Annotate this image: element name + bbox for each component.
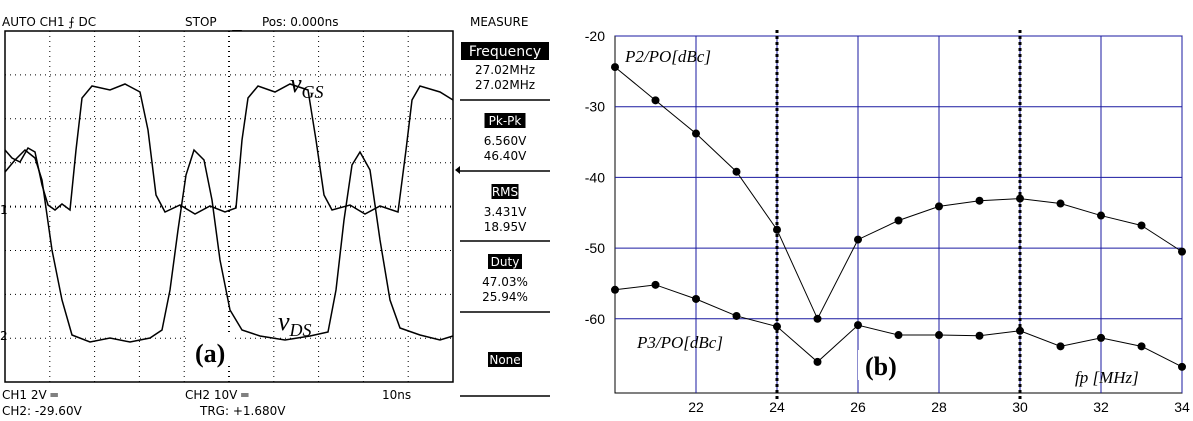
panel-label: (a)	[195, 339, 225, 368]
y-tick-label: -20	[585, 28, 605, 44]
data-point	[976, 197, 984, 205]
scope-state: STOP	[185, 15, 217, 29]
ch1-scale: CH1 2V ═	[2, 388, 59, 402]
data-point	[692, 295, 700, 303]
oscilloscope: AUTO CH1 ⨍ DC STOP Pos: 0.000ns 1 2 vGS …	[0, 15, 550, 418]
scope-position: Pos: 0.000ns	[262, 15, 338, 29]
data-point	[692, 130, 700, 138]
data-point	[895, 217, 903, 225]
y-tick-label: -60	[585, 311, 605, 327]
data-point	[854, 321, 862, 329]
measure-reading: 6.560V	[484, 134, 527, 148]
ch2-scale: CH2 10V ═	[185, 388, 249, 402]
data-point	[773, 323, 781, 331]
page: AUTO CH1 ⨍ DC STOP Pos: 0.000ns 1 2 vGS …	[0, 0, 1193, 421]
x-tick-label: 28	[931, 399, 947, 415]
data-point	[1138, 221, 1146, 229]
timebase: 10ns	[382, 388, 411, 402]
series-label: P2/PO[dBc]	[624, 47, 711, 66]
chart: 22 24 26 28 30 32 34 -20 -30 -40 -50 -60 P2/PO[dBc] P…	[585, 28, 1190, 415]
measure-name: None	[489, 353, 520, 367]
data-point	[1057, 342, 1065, 350]
data-point	[733, 312, 741, 320]
data-point	[1016, 327, 1024, 335]
measure-reading: 27.02MHz	[475, 78, 535, 92]
measure-reading: 47.03%	[482, 275, 528, 289]
x-tick-label: 30	[1012, 399, 1028, 415]
level-marker	[455, 166, 460, 174]
data-point	[652, 281, 660, 289]
annotation: (b)	[865, 352, 897, 381]
data-point	[854, 236, 862, 244]
trigger-level: TRG: +1.680V	[199, 404, 286, 418]
data-point	[1016, 195, 1024, 203]
measure-reading: 27.02MHz	[475, 63, 535, 77]
x-tick-label: 24	[769, 399, 785, 415]
ch1-marker: 1	[0, 203, 8, 217]
data-point	[814, 315, 822, 323]
data-point	[895, 331, 903, 339]
ch2-marker: 2	[0, 329, 8, 343]
measure-name: RMS	[492, 185, 518, 199]
x-tick-label: 26	[850, 399, 866, 415]
x-axis-label: fp [MHz]	[1075, 368, 1139, 387]
y-tick-label: -30	[585, 99, 605, 115]
vds-symbol: v	[278, 307, 290, 336]
y-tick-label: -40	[585, 169, 605, 185]
y-tick-label: -50	[585, 240, 605, 256]
data-point	[1097, 212, 1105, 220]
measure-reading: 18.95V	[484, 220, 527, 234]
vgs-subscript: GS	[302, 82, 324, 102]
ch2-offset: CH2: -29.60V	[2, 404, 83, 418]
series-label: P3/PO[dBc]	[636, 333, 723, 352]
measure-name: Frequency	[469, 44, 541, 60]
data-point	[733, 168, 741, 176]
data-point	[611, 286, 619, 294]
vds-subscript: DS	[289, 320, 312, 340]
measure-reading: 25.94%	[482, 290, 528, 304]
measure-title: MEASURE	[470, 15, 528, 29]
data-point	[1057, 200, 1065, 208]
measure-reading: 46.40V	[484, 149, 527, 163]
data-point	[652, 96, 660, 104]
data-point	[773, 226, 781, 234]
vgs-symbol: v	[290, 69, 302, 98]
x-tick-label: 32	[1093, 399, 1109, 415]
data-point	[935, 331, 943, 339]
measure-reading: 3.431V	[484, 205, 527, 219]
data-point	[976, 332, 984, 340]
x-tick-label: 22	[688, 399, 704, 415]
x-tick-label: 34	[1174, 399, 1190, 415]
data-point	[814, 358, 822, 366]
data-point	[611, 63, 619, 71]
data-point	[1178, 363, 1186, 371]
data-point	[1097, 334, 1105, 342]
measure-name: Duty	[491, 255, 520, 269]
data-point	[1178, 248, 1186, 256]
measure-name: Pk-Pk	[489, 114, 522, 128]
scope-mode: AUTO CH1 ⨍ DC	[2, 15, 96, 29]
data-point	[1138, 342, 1146, 350]
data-point	[935, 202, 943, 210]
